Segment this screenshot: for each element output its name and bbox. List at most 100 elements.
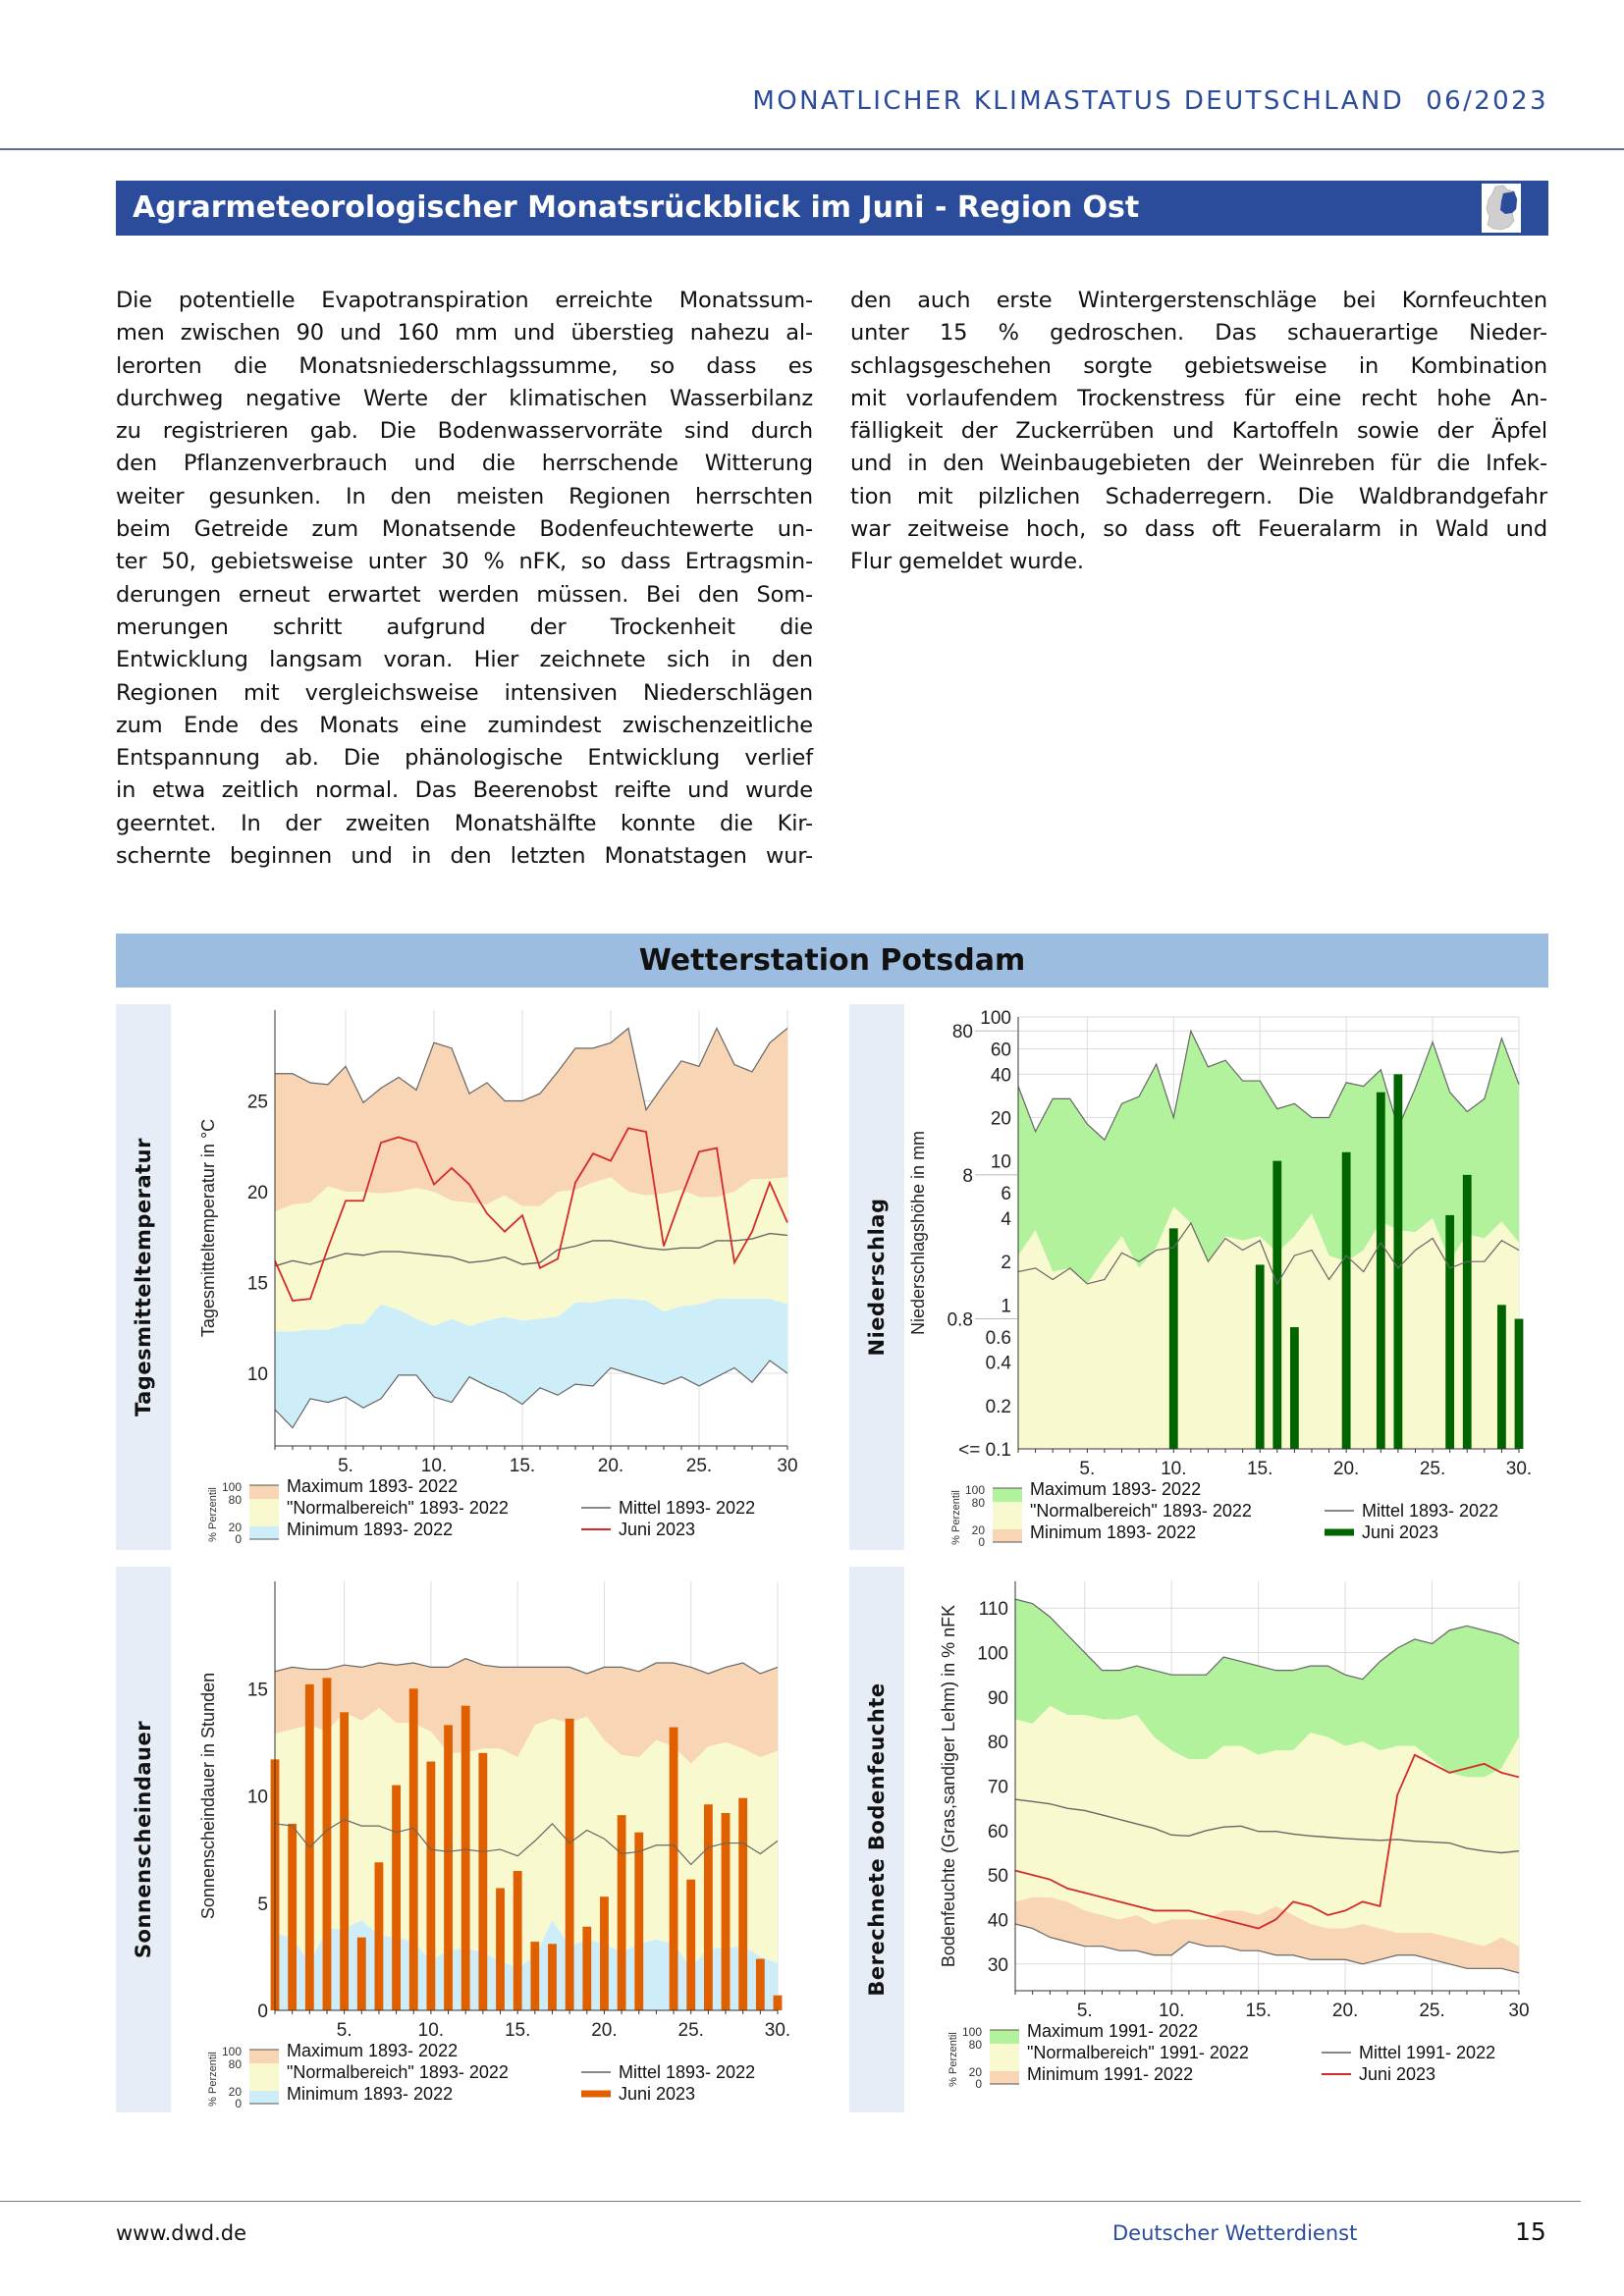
percentile-tick: 20: [229, 1521, 243, 1534]
bar-day-27: [1462, 1174, 1472, 1449]
y-tick-label: 4: [1001, 1209, 1011, 1230]
bar-day-29: [1497, 1305, 1506, 1449]
legend-label-actual: Juni 2023: [1359, 2064, 1435, 2084]
bar-day-5: [340, 1712, 350, 2010]
text-line: beim Getreide zum Monatsende Bodenfeucht…: [116, 516, 813, 543]
percentile-tick: 100: [222, 1480, 242, 1494]
legend-label-normal: "Normalbereich" 1991- 2022: [1027, 2043, 1249, 2062]
y-tick-label: 70: [988, 1778, 1008, 1798]
mean-line: [274, 1232, 788, 1267]
legend-swatch-min: [249, 1526, 279, 1539]
maximum-line: [274, 1658, 779, 1675]
bar-day-15: [1255, 1264, 1265, 1449]
text-line: ter 50, gebietsweise unter 30 % nFK, so …: [116, 549, 813, 575]
legend-swatch-min: [993, 1529, 1022, 1542]
chart-side-label: Tagesmitteltemperatur: [116, 1004, 171, 1550]
legend-swatch-min: [990, 2071, 1019, 2084]
chart-panel-soil: Berechnete Bodenfeuchte 30 40 50 60 70 80 90 100…: [849, 1567, 1532, 2112]
x-tick-label: 15.: [505, 2020, 530, 2041]
chart-side-label: Niederschlag: [849, 1004, 904, 1550]
x-tick-label: 15.: [1247, 1459, 1272, 1479]
body-text-left-column: Die potentielle Evapotranspiration errei…: [116, 285, 813, 873]
running-header: MONATLICHER KLIMASTATUS DEUTSCHLAND 06/20…: [731, 86, 1548, 116]
y-tick-label: 6: [1001, 1184, 1011, 1204]
y-tick-label: 50: [988, 1866, 1008, 1887]
percentile-label: % Perzentil: [207, 2052, 219, 2107]
y-tick-label: <= 0.1: [958, 1440, 1011, 1461]
germany-map-region-east-icon: [1482, 184, 1521, 233]
mean-line: [1014, 1798, 1520, 1854]
actual-line: [1014, 1753, 1520, 1930]
text-line: derungen erneut erwartet werden müssen. …: [116, 581, 813, 608]
legend-label-normal: "Normalbereich" 1893- 2022: [287, 1498, 509, 1518]
band-lower: [1015, 1896, 1519, 1973]
bar-day-13: [478, 1752, 488, 2010]
x-tick-label: 30.: [765, 2020, 790, 2041]
y-tick-label: 25: [247, 1093, 268, 1113]
text-line: mit vorlaufendem Trockenstress für eine …: [850, 385, 1547, 411]
bar-day-12: [460, 1705, 470, 2010]
bar-day-30: [1514, 1318, 1524, 1449]
text-line: schernte beginnen und in den letzten Mon…: [116, 843, 813, 870]
bar-day-29: [755, 1958, 765, 2010]
footer-organization: Deutscher Wetterdienst: [1112, 2221, 1358, 2245]
percentile-tick: 100: [222, 2045, 242, 2058]
band-upper: [275, 1028, 787, 1212]
legend-label-mean: Mittel 1893- 2022: [1362, 1501, 1498, 1521]
y-tick-label: 10: [247, 1364, 268, 1385]
text-line: den Pflanzenverbrauch und die herrschend…: [116, 451, 813, 477]
text-line: merungen schritt aufgrund der Trockenhei…: [116, 614, 813, 640]
x-tick-label: 5.: [1079, 1459, 1095, 1479]
band-normal: [1015, 1705, 1519, 1947]
text-line: Entwicklung langsam voran. Hier zeichnet…: [116, 647, 813, 673]
bar-day-27: [721, 1812, 731, 2010]
footer-divider: [0, 2201, 1581, 2202]
bar-day-8: [392, 1785, 401, 2010]
maximum-line: [1014, 1598, 1520, 1681]
chart-soil: 30 40 50 60 70 80 90 100 110 5. 10. 15. 20. 25. 30 Bode…: [939, 1581, 1530, 2091]
bar-day-16: [530, 1942, 540, 2010]
y-tick-label: 90: [988, 1688, 1008, 1709]
bar-day-23: [1393, 1074, 1403, 1449]
text-line: war zeitweise hoch, so dass oft Feuerala…: [850, 516, 1547, 543]
percentile-label: % Perzentil: [950, 1490, 962, 1545]
y-tick-label: 60: [991, 1041, 1011, 1061]
percentile-tick: 0: [235, 2097, 242, 2110]
y-tick-label: 100: [980, 1008, 1011, 1029]
legend-swatch-min: [249, 2091, 279, 2104]
bar-day-2: [288, 1823, 298, 2010]
legend-swatch-max: [990, 2030, 1019, 2044]
chart-side-label-text: Niederschlag: [865, 1198, 889, 1357]
x-tick-label: 25.: [678, 2020, 704, 2041]
y-tick-label: 0.8: [947, 1310, 973, 1331]
y-tick-label: 30: [988, 1955, 1008, 1976]
x-tick-label: 15.: [1245, 2001, 1271, 2021]
legend-label-normal: "Normalbereich" 1893- 2022: [287, 2062, 509, 2082]
maximum-line: [1017, 1029, 1520, 1142]
footer-url-link[interactable]: www.dwd.de: [116, 2221, 247, 2245]
text-line: zum Ende des Monats eine zumindest zwisc…: [116, 712, 813, 738]
legend-label-max: Maximum 1893- 2022: [1030, 1479, 1201, 1499]
y-tick-label: 100: [977, 1644, 1008, 1665]
minimum-line: [274, 1360, 788, 1429]
y-tick-label: 8: [962, 1166, 973, 1187]
text-line: unter 15 % gedroschen. Das schauerartige…: [850, 320, 1547, 347]
y-tick-label: 0.6: [986, 1328, 1011, 1349]
band-lower: [275, 1299, 787, 1428]
bar-day-30: [773, 1995, 783, 2010]
x-tick-label: 20.: [598, 1456, 623, 1476]
station-title: Wetterstation Potsdam: [638, 943, 1026, 978]
percentile-tick: 80: [972, 1496, 986, 1510]
percentile-tick: 100: [965, 1483, 985, 1497]
bar-day-18: [565, 1718, 574, 2010]
header-issue: 06/2023: [1426, 86, 1548, 116]
text-line: durchweg negative Werte der klimatischen…: [116, 385, 813, 411]
percentile-tick: 80: [229, 1493, 243, 1507]
y-tick-label: 0: [257, 2002, 268, 2022]
x-tick-label: 20.: [1333, 1459, 1359, 1479]
legend-label-max: Maximum 1893- 2022: [287, 2041, 458, 2060]
text-line: lerorten die Monatsniederschlagssumme, s…: [116, 352, 813, 379]
